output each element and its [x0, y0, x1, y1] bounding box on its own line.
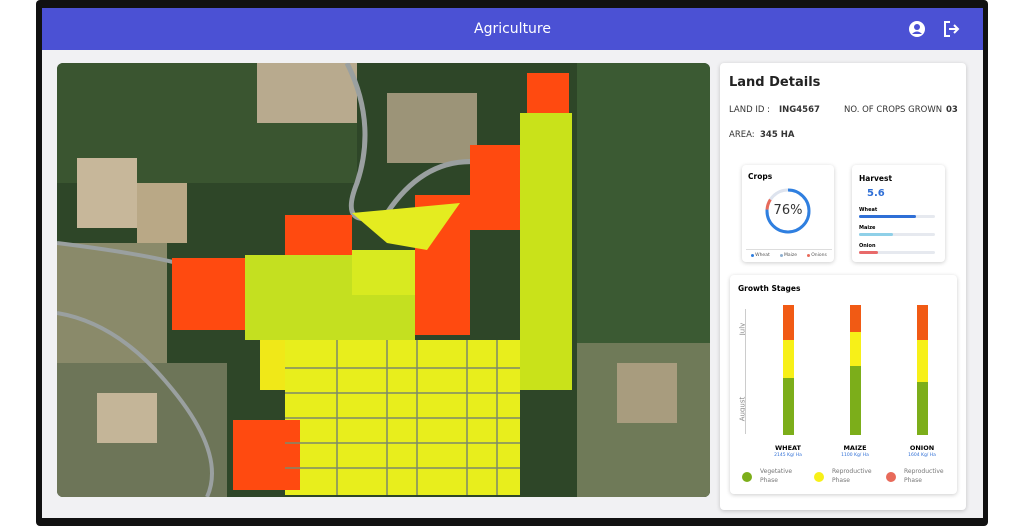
crops-title: Crops	[748, 172, 773, 181]
legend-label: Maize	[783, 253, 797, 258]
crops-card: Crops 76% Wheat Maize Onions	[742, 165, 834, 262]
panel-title: Land Details	[729, 75, 821, 90]
legend-item: Wheat	[751, 253, 770, 258]
crops-grown-label: NO. OF CROPS GROWN	[844, 105, 943, 115]
stage-segment	[917, 381, 928, 435]
phase-dot	[742, 472, 752, 482]
stage-segment	[783, 340, 794, 378]
stage-segment	[850, 332, 861, 367]
area: 345 HA	[760, 130, 795, 140]
header-title: Agriculture	[474, 21, 551, 37]
legend-label: Onions	[811, 253, 827, 258]
stage-segment	[850, 366, 861, 435]
growth-card: Growth Stages July August WHEAT 2145 Kg/ …	[730, 275, 957, 494]
growth-title: Growth Stages	[738, 284, 801, 293]
donut-label: 76%	[773, 203, 803, 218]
harvest-card: Harvest 5.6 Wheat Maize Onion	[852, 165, 945, 262]
phase-dot	[814, 472, 824, 482]
stage-segment	[917, 340, 928, 382]
legend-dot	[807, 254, 811, 257]
harvest-value: 5.6	[867, 188, 885, 199]
phase-dot	[886, 472, 896, 482]
stage-segment	[783, 305, 794, 341]
harvest-bar	[859, 251, 878, 254]
harvest-track	[859, 251, 935, 254]
harvest-bar-label: Onion	[859, 243, 876, 249]
land-id: ING4567	[779, 105, 820, 115]
land-id-label: LAND ID :	[729, 105, 770, 115]
harvest-title: Harvest	[859, 174, 893, 183]
user-icon[interactable]	[908, 20, 926, 38]
harvest-bar-label: Maize	[859, 225, 876, 231]
crop-yield: 2145 Kg/ Ha	[774, 453, 802, 458]
phase-label: Reproductive Phase	[904, 468, 944, 484]
harvest-bar	[859, 233, 894, 236]
satellite-map	[57, 63, 710, 497]
area-label: AREA:	[729, 130, 755, 140]
legend-item: Onions	[807, 253, 827, 258]
legend-item: Maize	[779, 253, 797, 258]
stage-segment	[850, 305, 861, 333]
harvest-track	[859, 233, 935, 236]
crop-yield: 1604 Kg/ Ha	[908, 453, 936, 458]
donut-arc	[765, 188, 811, 234]
stage-segment	[917, 305, 928, 341]
legend-dot	[751, 254, 755, 257]
donut	[765, 188, 811, 234]
stage-segment	[783, 377, 794, 435]
crop-name: WHEAT	[774, 444, 801, 452]
crop-name: ONION	[909, 444, 935, 452]
axis-line	[745, 309, 746, 434]
screen: Agriculture	[42, 8, 983, 518]
harvest-bar	[859, 215, 916, 218]
crops-legend: Wheat Maize Onions	[746, 249, 832, 258]
phase-label: Vegetative Phase	[760, 468, 793, 484]
harvest-bar-label: Wheat	[859, 207, 878, 213]
legend-label: Wheat	[755, 253, 770, 258]
header: Agriculture	[42, 8, 983, 50]
logout-icon[interactable]	[942, 20, 960, 38]
crops-grown: 03	[946, 105, 958, 115]
legend-dot	[779, 254, 783, 257]
crop-name: MAIZE	[843, 444, 867, 452]
phase-label: Reproductive Phase	[832, 468, 872, 484]
crop-yield: 1100 Kg/ Ha	[841, 453, 869, 458]
